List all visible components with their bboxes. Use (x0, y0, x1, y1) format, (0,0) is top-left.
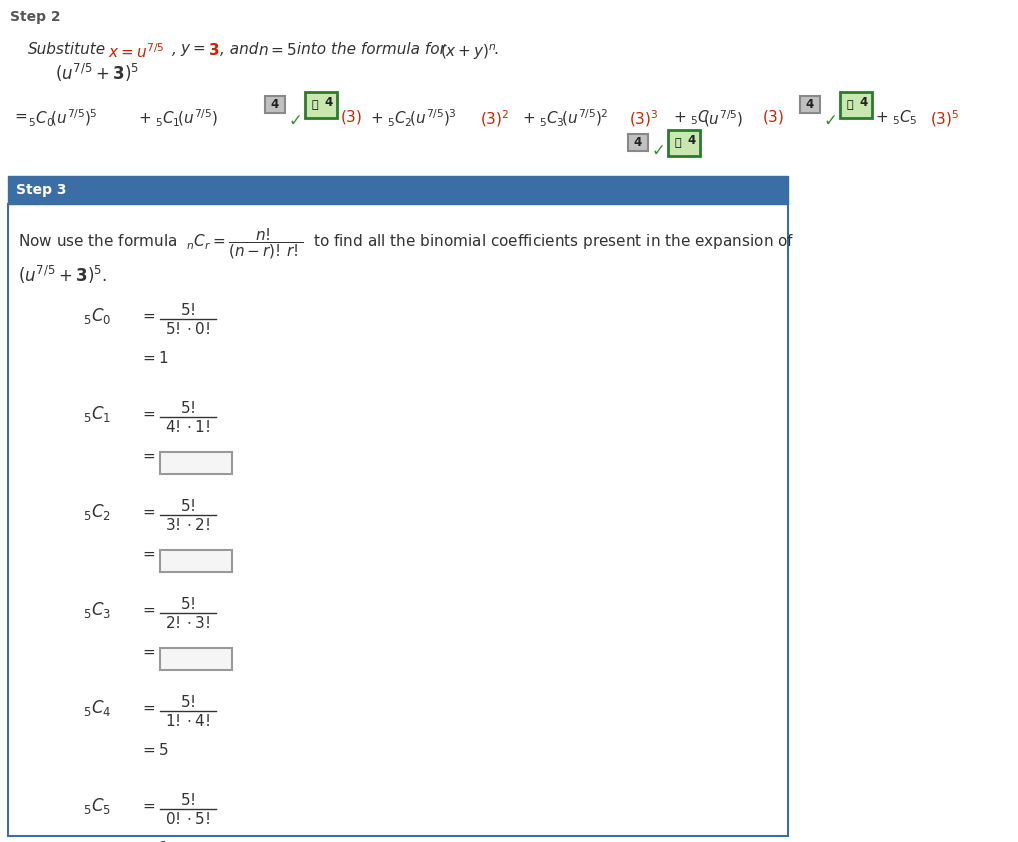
Text: $_{5}C_{0}\!\left(u^{7/5}\right)^{\!5}$: $_{5}C_{0}\!\left(u^{7/5}\right)^{\!5}$ (29, 108, 97, 129)
Text: 4: 4 (806, 98, 814, 111)
Text: $_{5}C_{5}$: $_{5}C_{5}$ (83, 796, 111, 816)
Text: $\checkmark$: $\checkmark$ (823, 111, 836, 129)
Text: 4: 4 (271, 98, 279, 111)
Text: 4: 4 (325, 95, 333, 109)
Text: $x = u^{7/5}$: $x = u^{7/5}$ (108, 42, 165, 61)
Text: $3! \cdot 2!$: $3! \cdot 2!$ (166, 517, 211, 533)
Text: Step 2: Step 2 (10, 10, 61, 24)
Text: $+\;_{5}C$: $+\;_{5}C$ (673, 108, 710, 126)
Text: $2! \cdot 3!$: $2! \cdot 3!$ (166, 615, 211, 631)
Text: $5!$: $5!$ (180, 400, 195, 416)
Bar (265, 96, 285, 113)
Text: $=$: $=$ (12, 108, 29, 123)
Bar (800, 96, 821, 113)
Text: $=$: $=$ (140, 504, 156, 519)
FancyBboxPatch shape (160, 452, 232, 474)
Text: 🔑: 🔑 (847, 100, 853, 110)
Text: $\checkmark$: $\checkmark$ (651, 141, 664, 159)
Text: $0! \cdot 5!$: $0! \cdot 5!$ (166, 811, 211, 827)
Text: $(3)$: $(3)$ (340, 108, 362, 126)
Text: $\left(u^{7/5}\right)$: $\left(u^{7/5}\right)$ (703, 108, 743, 129)
Text: 🔑: 🔑 (312, 100, 319, 110)
Text: 4: 4 (860, 95, 868, 109)
Text: $= 1$: $= 1$ (140, 350, 169, 366)
Bar (840, 92, 872, 118)
Text: $=$: $=$ (140, 406, 156, 421)
Text: $=$: $=$ (140, 644, 156, 659)
Text: $n = 5$: $n = 5$ (258, 42, 296, 58)
Text: Substitute: Substitute (29, 42, 106, 57)
Text: $=$: $=$ (140, 546, 156, 561)
Text: 4: 4 (634, 136, 642, 149)
Text: $_{5}C_{0}$: $_{5}C_{0}$ (83, 306, 111, 326)
Text: $5! \cdot 0!$: $5! \cdot 0!$ (166, 321, 211, 337)
Text: $_{5}C_{3}$: $_{5}C_{3}$ (83, 600, 111, 620)
Text: $_{5}C_{2}$: $_{5}C_{2}$ (83, 502, 111, 522)
Text: $_{5}C_{1}$: $_{5}C_{1}$ (83, 404, 111, 424)
Text: , and: , and (220, 42, 259, 57)
Bar (628, 134, 648, 151)
Bar (668, 130, 700, 156)
Text: $5!$: $5!$ (180, 498, 195, 514)
Bar (305, 92, 337, 118)
Text: $= 5$: $= 5$ (140, 742, 169, 758)
Text: $_{5}C_{4}$: $_{5}C_{4}$ (83, 698, 111, 718)
Text: .: . (493, 42, 498, 57)
Text: $=$: $=$ (140, 700, 156, 715)
Text: $y =$: $y =$ (180, 42, 206, 58)
Text: $=$: $=$ (140, 448, 156, 463)
Text: $\checkmark$: $\checkmark$ (288, 111, 301, 129)
Text: $(3)^2$: $(3)^2$ (480, 108, 509, 129)
Bar (8, 176, 788, 204)
Text: $= 1$: $= 1$ (140, 840, 169, 842)
Text: $=$: $=$ (140, 602, 156, 617)
Text: $\mathbf{3}$: $\mathbf{3}$ (208, 42, 219, 58)
Text: $+\;_{5}C_{2}\!\left(u^{7/5}\right)^{\!3}$: $+\;_{5}C_{2}\!\left(u^{7/5}\right)^{\!3… (370, 108, 456, 129)
Text: $+\;_{5}C_{1}\!\left(u^{7/5}\right)$: $+\;_{5}C_{1}\!\left(u^{7/5}\right)$ (138, 108, 218, 129)
Text: $(x + y)^n$: $(x + y)^n$ (440, 42, 497, 61)
Text: $5!$: $5!$ (180, 596, 195, 612)
Text: $=$: $=$ (140, 798, 156, 813)
Text: $5!$: $5!$ (180, 302, 195, 318)
Text: $+\;_{5}C_{3}\!\left(u^{7/5}\right)^{\!2}$: $+\;_{5}C_{3}\!\left(u^{7/5}\right)^{\!2… (522, 108, 608, 129)
Text: $(3)$: $(3)$ (762, 108, 784, 126)
Text: $4! \cdot 1!$: $4! \cdot 1!$ (166, 419, 211, 435)
FancyBboxPatch shape (160, 550, 232, 572)
Text: into the formula for: into the formula for (292, 42, 446, 57)
Text: 4: 4 (688, 134, 696, 147)
Text: $5!$: $5!$ (180, 694, 195, 710)
Text: $\left(u^{7/5} + \mathbf{3}\right)^5.$: $\left(u^{7/5} + \mathbf{3}\right)^5.$ (18, 264, 107, 286)
FancyBboxPatch shape (160, 648, 232, 670)
Text: $+\;_{5}C_{5}$: $+\;_{5}C_{5}$ (875, 108, 917, 126)
Bar (8, 204, 788, 836)
Text: ,: , (172, 42, 177, 57)
Text: $5!$: $5!$ (180, 792, 195, 808)
Text: $1! \cdot 4!$: $1! \cdot 4!$ (166, 713, 211, 729)
Text: Now use the formula  $_{n}C_{r} = \dfrac{n!}{(n-r)!\,r!}$  to find all the binom: Now use the formula $_{n}C_{r} = \dfrac{… (18, 226, 795, 261)
Text: 🔑: 🔑 (675, 138, 681, 148)
Text: Step 3: Step 3 (16, 183, 66, 197)
Text: $(3)^3$: $(3)^3$ (629, 108, 659, 129)
Text: $(3)^5$: $(3)^5$ (930, 108, 960, 129)
Text: $\left(u^{7/5} + \mathbf{3}\right)^5$: $\left(u^{7/5} + \mathbf{3}\right)^5$ (55, 62, 139, 84)
Text: $=$: $=$ (140, 308, 156, 323)
